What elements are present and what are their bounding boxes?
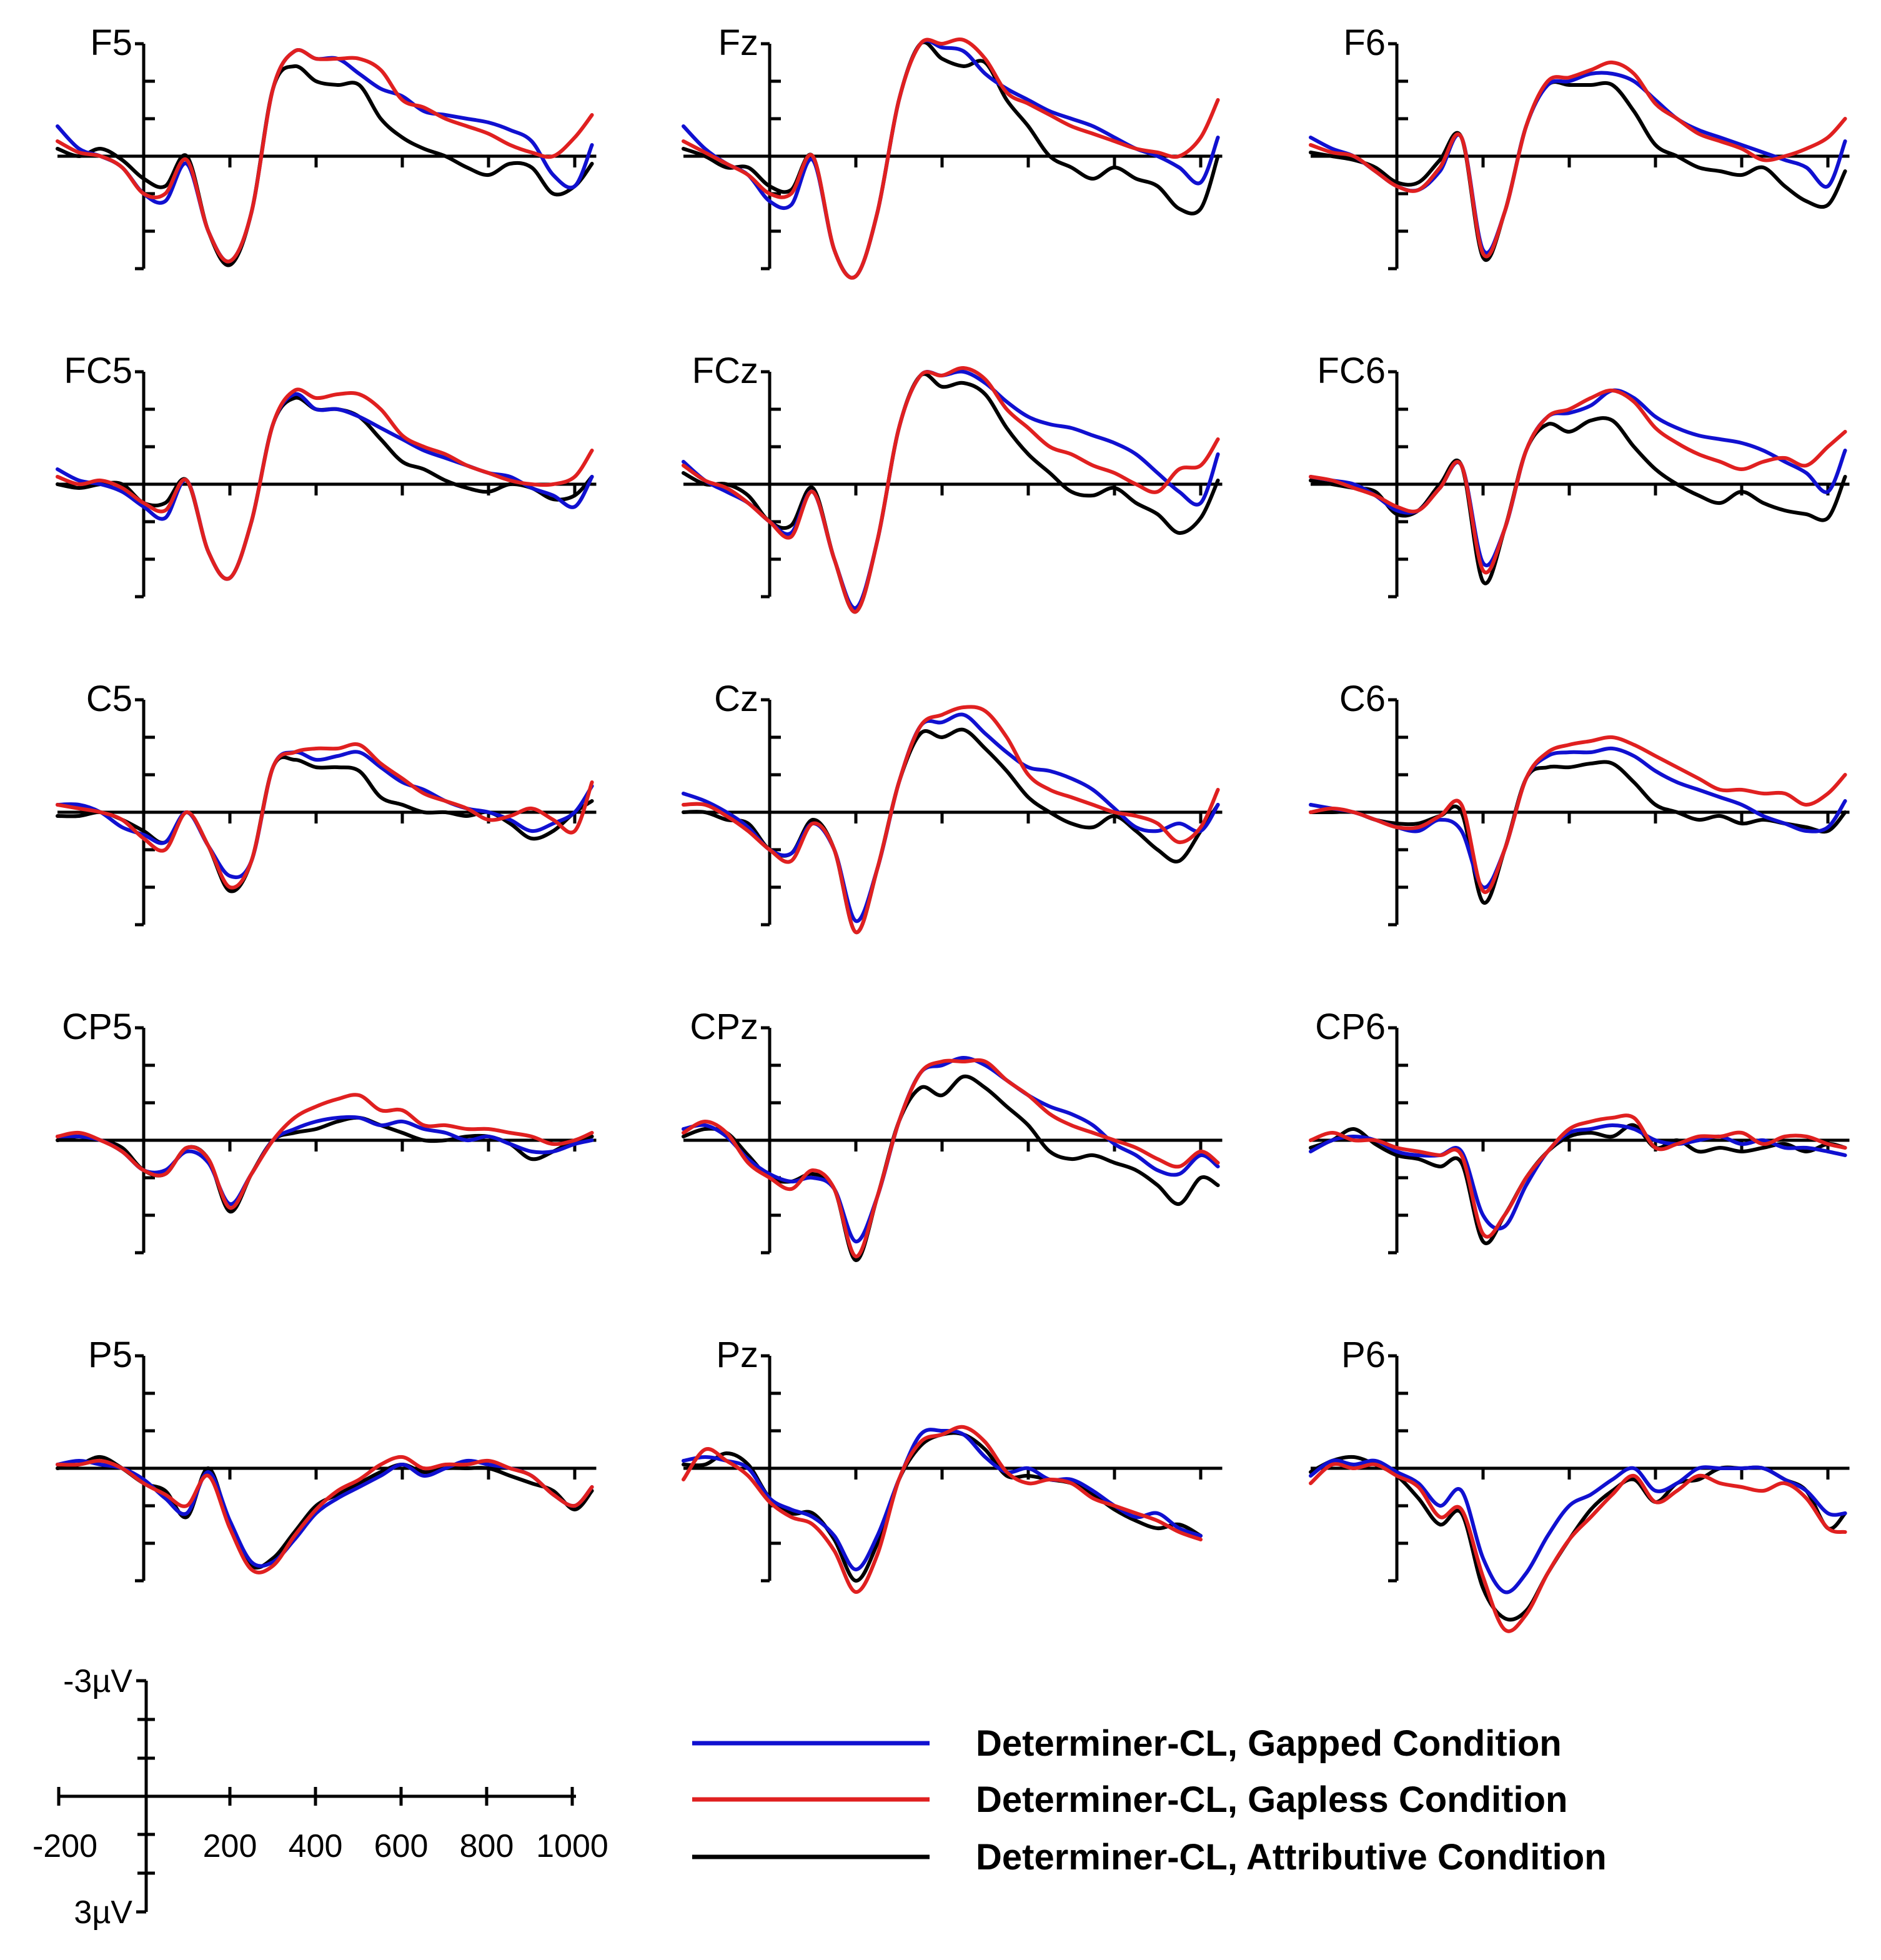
- trace-gapless: [56, 48, 594, 264]
- trace-attributive: [56, 64, 594, 267]
- trace-gapless: [1309, 60, 1847, 259]
- trace-gapless: [56, 1093, 594, 1210]
- electrode-label: CP5: [62, 1007, 132, 1047]
- trace-attributive: [1309, 416, 1847, 585]
- electrode-label: FC6: [1317, 351, 1386, 391]
- scale-bar-x-tick-label: 1000: [536, 1828, 608, 1864]
- erp-panel-fc5: FC5: [56, 351, 597, 599]
- trace-gapped: [1309, 1123, 1847, 1231]
- trace-gapless: [682, 1425, 1203, 1594]
- electrode-label: F6: [1343, 22, 1386, 63]
- scale-bar-y-bottom-label: 3µV: [74, 1894, 132, 1931]
- trace-gapless: [1309, 1462, 1847, 1633]
- legend-label: Determiner-CL, Gapped Condition: [976, 1723, 1562, 1764]
- trace-gapless: [1309, 388, 1847, 575]
- trace-gapped: [682, 369, 1220, 610]
- scale-bar-y-top-label: -3µV: [63, 1663, 132, 1699]
- erp-panel-c5: C5: [56, 679, 597, 927]
- electrode-label: Fz: [718, 22, 758, 63]
- trace-attributive: [682, 727, 1220, 935]
- erp-panel-f5: F5: [56, 22, 597, 271]
- legend-label: Determiner-CL, Attributive Condition: [976, 1837, 1607, 1878]
- erp-panel-pz: Pz: [682, 1335, 1223, 1594]
- electrode-label: C5: [86, 679, 132, 719]
- erp-panel-c6: C6: [1309, 679, 1850, 927]
- scale-bar-x-tick-label: 400: [289, 1828, 343, 1864]
- trace-gapped: [682, 1056, 1220, 1243]
- trace-gapless: [1309, 735, 1847, 894]
- electrode-label: F5: [90, 22, 132, 63]
- trace-gapless: [1309, 1113, 1847, 1239]
- erp-panel-p5: P5: [56, 1335, 597, 1583]
- electrode-label: P5: [88, 1335, 132, 1375]
- erp-panel-cpz: CPz: [682, 1007, 1223, 1262]
- scale-bar-x-tick-label: -200: [32, 1828, 97, 1864]
- trace-gapless: [682, 366, 1220, 614]
- electrode-label: Cz: [714, 679, 758, 719]
- trace-attributive: [1309, 1455, 1847, 1622]
- scale-bar: -3µV 3µV -200 200 400 600 800 1000: [32, 1663, 608, 1931]
- trace-gapless: [56, 387, 594, 581]
- erp-panel-f6: F6: [1309, 22, 1850, 271]
- erp-panel-cp6: CP6: [1309, 1007, 1850, 1255]
- legend-item-gapped: Determiner-CL, Gapped Condition: [692, 1723, 1562, 1764]
- trace-gapped: [56, 392, 594, 581]
- trace-gapped: [1309, 1458, 1847, 1594]
- trace-gapless: [682, 1058, 1220, 1258]
- erp-panel-p6: P6: [1309, 1335, 1850, 1633]
- erp-panel-grid: F5 Fz F6 FC5 FCz FC6 C5 Cz C6 CP5 CPz CP6 P5 Pz P6: [56, 22, 1850, 1633]
- trace-gapped: [682, 38, 1220, 280]
- erp-panel-cz: Cz: [682, 679, 1223, 935]
- trace-gapped: [1309, 71, 1847, 255]
- trace-gapped: [682, 1428, 1203, 1571]
- erp-panel-fc6: FC6: [1309, 351, 1850, 599]
- erp-panel-fcz: FCz: [682, 351, 1223, 614]
- trace-attributive: [56, 395, 594, 581]
- trace-gapped: [56, 1115, 594, 1206]
- electrode-label: FCz: [692, 351, 758, 391]
- scale-bar-x-tick-label: 200: [203, 1828, 257, 1864]
- legend: Determiner-CL, Gapped Condition Determine…: [692, 1723, 1607, 1878]
- erp-panel-cp5: CP5: [56, 1007, 597, 1255]
- scale-bar-x-tick-label: 600: [374, 1828, 429, 1864]
- legend-label: Determiner-CL, Gapless Condition: [976, 1779, 1567, 1820]
- trace-gapped: [682, 712, 1220, 923]
- trace-attributive: [1309, 760, 1847, 905]
- electrode-label: P6: [1341, 1335, 1386, 1375]
- trace-attributive: [1309, 1123, 1847, 1245]
- legend-item-attributive: Determiner-CL, Attributive Condition: [692, 1837, 1607, 1878]
- electrode-label: CPz: [690, 1007, 758, 1047]
- electrode-label: C6: [1339, 679, 1386, 719]
- trace-attributive: [1309, 80, 1847, 262]
- legend-item-gapless: Determiner-CL, Gapless Condition: [692, 1779, 1567, 1820]
- electrode-label: CP6: [1315, 1007, 1386, 1047]
- trace-attributive: [56, 755, 594, 893]
- trace-attributive: [682, 372, 1220, 614]
- trace-gapless: [56, 742, 594, 890]
- erp-panel-fz: Fz: [682, 22, 1223, 280]
- electrode-label: FC5: [64, 351, 132, 391]
- trace-gapped: [1309, 746, 1847, 890]
- scale-bar-x-tick-label: 800: [460, 1828, 514, 1864]
- trace-gapped: [1309, 388, 1847, 567]
- trace-gapless: [682, 37, 1220, 280]
- trace-attributive: [682, 40, 1220, 280]
- electrode-label: Pz: [716, 1335, 758, 1375]
- trace-gapless: [682, 705, 1220, 935]
- trace-attributive: [682, 1074, 1220, 1262]
- trace-gapless: [56, 1455, 594, 1574]
